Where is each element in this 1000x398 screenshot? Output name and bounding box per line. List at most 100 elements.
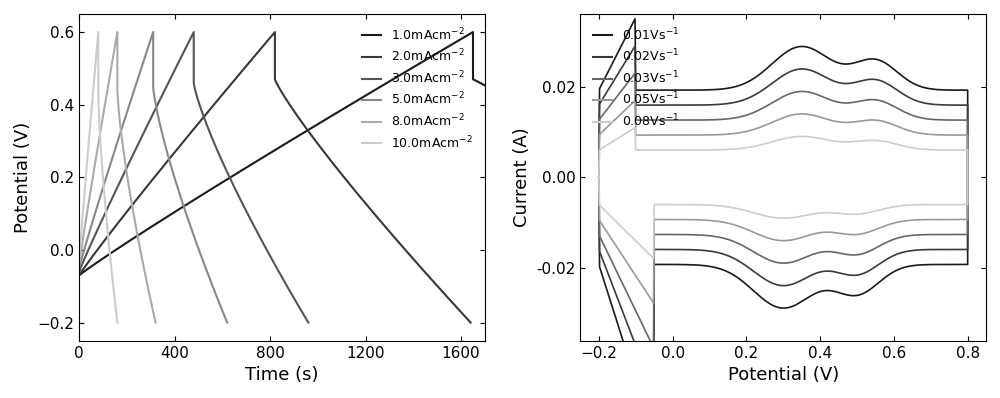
8.0mAcm$^{-2}$	[118, 154, 130, 159]
2.0mAcm$^{-2}$	[304, 131, 316, 136]
0.03Vs$^{-1}$	[741, 246, 753, 250]
0.02Vs$^{-1}$	[755, 274, 767, 279]
5.0mAcm$^{-2}$	[147, 30, 159, 35]
0.03Vs$^{-1}$	[593, 175, 605, 179]
0.01Vs$^{-1}$	[669, 88, 681, 92]
5.0mAcm$^{-2}$	[111, 140, 123, 145]
0.05Vs$^{-1}$	[919, 131, 931, 136]
1.0mAcm$^{-2}$	[667, 197, 679, 201]
5.0mAcm$^{-2}$	[221, 320, 233, 325]
0.01Vs$^{-1}$	[755, 295, 767, 299]
10.0mAcm$^{-2}$	[99, 197, 111, 201]
0.03Vs$^{-1}$	[593, 175, 605, 179]
Legend: 0.01Vs$^{-1}$, 0.02Vs$^{-1}$, 0.03Vs$^{-1}$, 0.05Vs$^{-1}$, 0.08Vs$^{-1}$: 0.01Vs$^{-1}$, 0.02Vs$^{-1}$, 0.03Vs$^{-…	[587, 20, 685, 136]
1.0mAcm$^{-2}$	[600, 155, 612, 160]
0.03Vs$^{-1}$	[755, 254, 767, 258]
0.03Vs$^{-1}$	[669, 118, 681, 123]
Line: 0.02Vs$^{-1}$: 0.02Vs$^{-1}$	[599, 46, 968, 392]
0.05Vs$^{-1}$	[823, 230, 835, 234]
0.05Vs$^{-1}$	[648, 300, 660, 305]
10.0mAcm$^{-2}$	[80, 173, 92, 178]
10.0mAcm$^{-2}$	[111, 320, 123, 325]
8.0mAcm$^{-2}$	[87, 175, 99, 180]
2.0mAcm$^{-2}$	[73, 273, 85, 278]
2.0mAcm$^{-2}$	[251, 51, 263, 56]
10.0mAcm$^{-2}$	[102, 232, 114, 237]
0.01Vs$^{-1}$	[823, 288, 835, 293]
0.01Vs$^{-1}$	[919, 85, 931, 90]
0.05Vs$^{-1}$	[755, 233, 767, 238]
0.05Vs$^{-1}$	[892, 124, 904, 129]
8.0mAcm$^{-2}$	[124, 193, 136, 197]
3.0mAcm$^{-2}$	[188, 30, 200, 35]
0.03Vs$^{-1}$	[629, 71, 641, 76]
1.0mAcm$^{-2}$	[861, 320, 873, 325]
5.0mAcm$^{-2}$	[140, 51, 152, 55]
1.0mAcm$^{-2}$	[467, 30, 479, 35]
10.0mAcm$^{-2}$	[73, 258, 85, 263]
0.08Vs$^{-1}$	[593, 175, 605, 179]
0.08Vs$^{-1}$	[755, 212, 767, 217]
5.0mAcm$^{-2}$	[73, 266, 85, 271]
0.05Vs$^{-1}$	[741, 227, 753, 232]
3.0mAcm$^{-2}$	[208, 141, 220, 146]
Line: 2.0mAcm$^{-2}$: 2.0mAcm$^{-2}$	[79, 32, 471, 322]
2.0mAcm$^{-2}$	[465, 320, 477, 325]
5.0mAcm$^{-2}$	[185, 225, 197, 230]
2.0mAcm$^{-2}$	[143, 182, 155, 187]
Line: 10.0mAcm$^{-2}$: 10.0mAcm$^{-2}$	[79, 32, 117, 322]
1.0mAcm$^{-2}$	[276, 143, 288, 148]
Y-axis label: Current (A): Current (A)	[513, 127, 531, 227]
8.0mAcm$^{-2}$	[111, 30, 123, 35]
0.08Vs$^{-1}$	[823, 210, 835, 215]
0.08Vs$^{-1}$	[892, 142, 904, 147]
0.02Vs$^{-1}$	[892, 88, 904, 93]
Line: 0.01Vs$^{-1}$: 0.01Vs$^{-1}$	[599, 19, 968, 398]
8.0mAcm$^{-2}$	[93, 139, 105, 143]
0.02Vs$^{-1}$	[919, 101, 931, 105]
2.0mAcm$^{-2}$	[269, 30, 281, 35]
0.02Vs$^{-1}$	[823, 269, 835, 273]
0.02Vs$^{-1}$	[629, 44, 641, 49]
10.0mAcm$^{-2}$	[83, 137, 95, 141]
2.0mAcm$^{-2}$	[368, 212, 380, 217]
Line: 0.03Vs$^{-1}$: 0.03Vs$^{-1}$	[599, 73, 968, 347]
Line: 5.0mAcm$^{-2}$: 5.0mAcm$^{-2}$	[79, 32, 227, 322]
Line: 3.0mAcm$^{-2}$: 3.0mAcm$^{-2}$	[79, 32, 308, 322]
0.01Vs$^{-1}$	[593, 175, 605, 179]
3.0mAcm$^{-2}$	[73, 269, 85, 274]
8.0mAcm$^{-2}$	[131, 229, 143, 234]
1.0mAcm$^{-2}$	[430, 51, 442, 56]
Line: 1.0mAcm$^{-2}$: 1.0mAcm$^{-2}$	[79, 32, 867, 322]
0.01Vs$^{-1}$	[593, 175, 605, 179]
1.0mAcm$^{-2}$	[73, 273, 85, 278]
0.01Vs$^{-1}$	[892, 70, 904, 75]
Line: 0.08Vs$^{-1}$: 0.08Vs$^{-1}$	[599, 128, 968, 258]
8.0mAcm$^{-2}$	[73, 262, 85, 267]
0.08Vs$^{-1}$	[741, 209, 753, 213]
3.0mAcm$^{-2}$	[114, 180, 126, 185]
X-axis label: Time (s): Time (s)	[245, 366, 319, 384]
0.08Vs$^{-1}$	[648, 256, 660, 261]
0.01Vs$^{-1}$	[629, 16, 641, 21]
0.05Vs$^{-1}$	[669, 133, 681, 137]
5.0mAcm$^{-2}$	[172, 187, 184, 192]
0.05Vs$^{-1}$	[629, 98, 641, 103]
2.0mAcm$^{-2}$	[174, 143, 186, 148]
0.01Vs$^{-1}$	[741, 283, 753, 288]
0.03Vs$^{-1}$	[823, 249, 835, 254]
3.0mAcm$^{-2}$	[226, 181, 238, 185]
Line: 8.0mAcm$^{-2}$: 8.0mAcm$^{-2}$	[79, 32, 156, 322]
X-axis label: Potential (V): Potential (V)	[728, 366, 839, 384]
10.0mAcm$^{-2}$	[92, 30, 104, 35]
2.0mAcm$^{-2}$	[335, 171, 347, 176]
0.02Vs$^{-1}$	[593, 175, 605, 179]
8.0mAcm$^{-2}$	[108, 51, 120, 55]
3.0mAcm$^{-2}$	[177, 51, 189, 56]
0.05Vs$^{-1}$	[593, 175, 605, 179]
0.03Vs$^{-1}$	[892, 106, 904, 111]
8.0mAcm$^{-2}$	[150, 320, 162, 325]
0.03Vs$^{-1}$	[648, 345, 660, 350]
3.0mAcm$^{-2}$	[302, 320, 314, 325]
0.05Vs$^{-1}$	[593, 175, 605, 179]
